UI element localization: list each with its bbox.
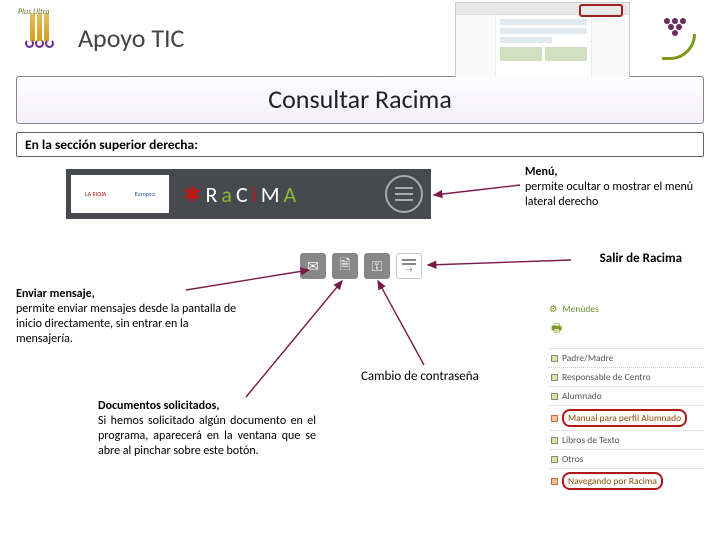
- annotation-menu: Menú, permite ocultar o mostrar el menú …: [525, 165, 700, 210]
- key-icon[interactable]: ⚿: [364, 253, 390, 279]
- annotation-docs: Documentos solicitados, Si hemos solicit…: [98, 399, 316, 459]
- side-menu-header: ⚙ Menúdes: [549, 303, 704, 315]
- side-item[interactable]: Alumnado: [549, 386, 704, 405]
- subtitle-box: En la sección superior derecha:: [16, 132, 704, 157]
- side-item[interactable]: Responsable de Centro: [549, 367, 704, 386]
- side-item[interactable]: Libros de Texto: [549, 430, 704, 449]
- toolbar-icons: ✉ 🗎 ⚿ →: [300, 253, 422, 279]
- side-item[interactable]: Padre/Madre: [549, 348, 704, 367]
- badge-larioja: LA RIOJA: [85, 190, 106, 198]
- side-item[interactable]: Otros: [549, 449, 704, 468]
- main-title-box: Consultar Racima: [16, 76, 704, 124]
- exit-icon[interactable]: →: [396, 253, 422, 279]
- racima-header-bar: LA RIOJA Europea ✱RaCiMA: [66, 169, 431, 219]
- mail-icon[interactable]: ✉: [300, 253, 326, 279]
- hamburger-menu-icon[interactable]: [385, 175, 423, 213]
- logo-text: Plus Ultra: [18, 7, 50, 17]
- annotation-send: Enviar mensaje, permite enviar mensajes …: [16, 287, 246, 347]
- sponsor-badges: LA RIOJA Europea: [71, 175, 169, 213]
- side-item[interactable]: Navegando por Racima: [549, 468, 704, 493]
- annotation-password: Cambio de contraseña: [361, 369, 479, 385]
- content-area: LA RIOJA Europea ✱RaCiMA Menú, permite o…: [16, 165, 704, 555]
- grape-logo: [662, 18, 702, 62]
- annotation-exit: Salir de Racima: [600, 251, 682, 267]
- side-menu-panel: ⚙ Menúdes 🖶 Padre/Madre Responsable de C…: [549, 303, 704, 493]
- header: Plus Ultra Apoyo TIC: [0, 0, 720, 70]
- page-header-title: Apoyo TIC: [78, 22, 184, 54]
- side-item[interactable]: Manual para perfil Alumnado: [549, 405, 704, 430]
- plus-ultra-logo: Plus Ultra: [14, 13, 64, 63]
- screenshot-thumbnail: [455, 2, 630, 77]
- badge-eu: Europea: [135, 190, 155, 198]
- racima-brand: ✱RaCiMA: [183, 181, 300, 208]
- print-icon[interactable]: 🖶: [551, 319, 704, 340]
- document-icon[interactable]: 🗎: [332, 253, 358, 279]
